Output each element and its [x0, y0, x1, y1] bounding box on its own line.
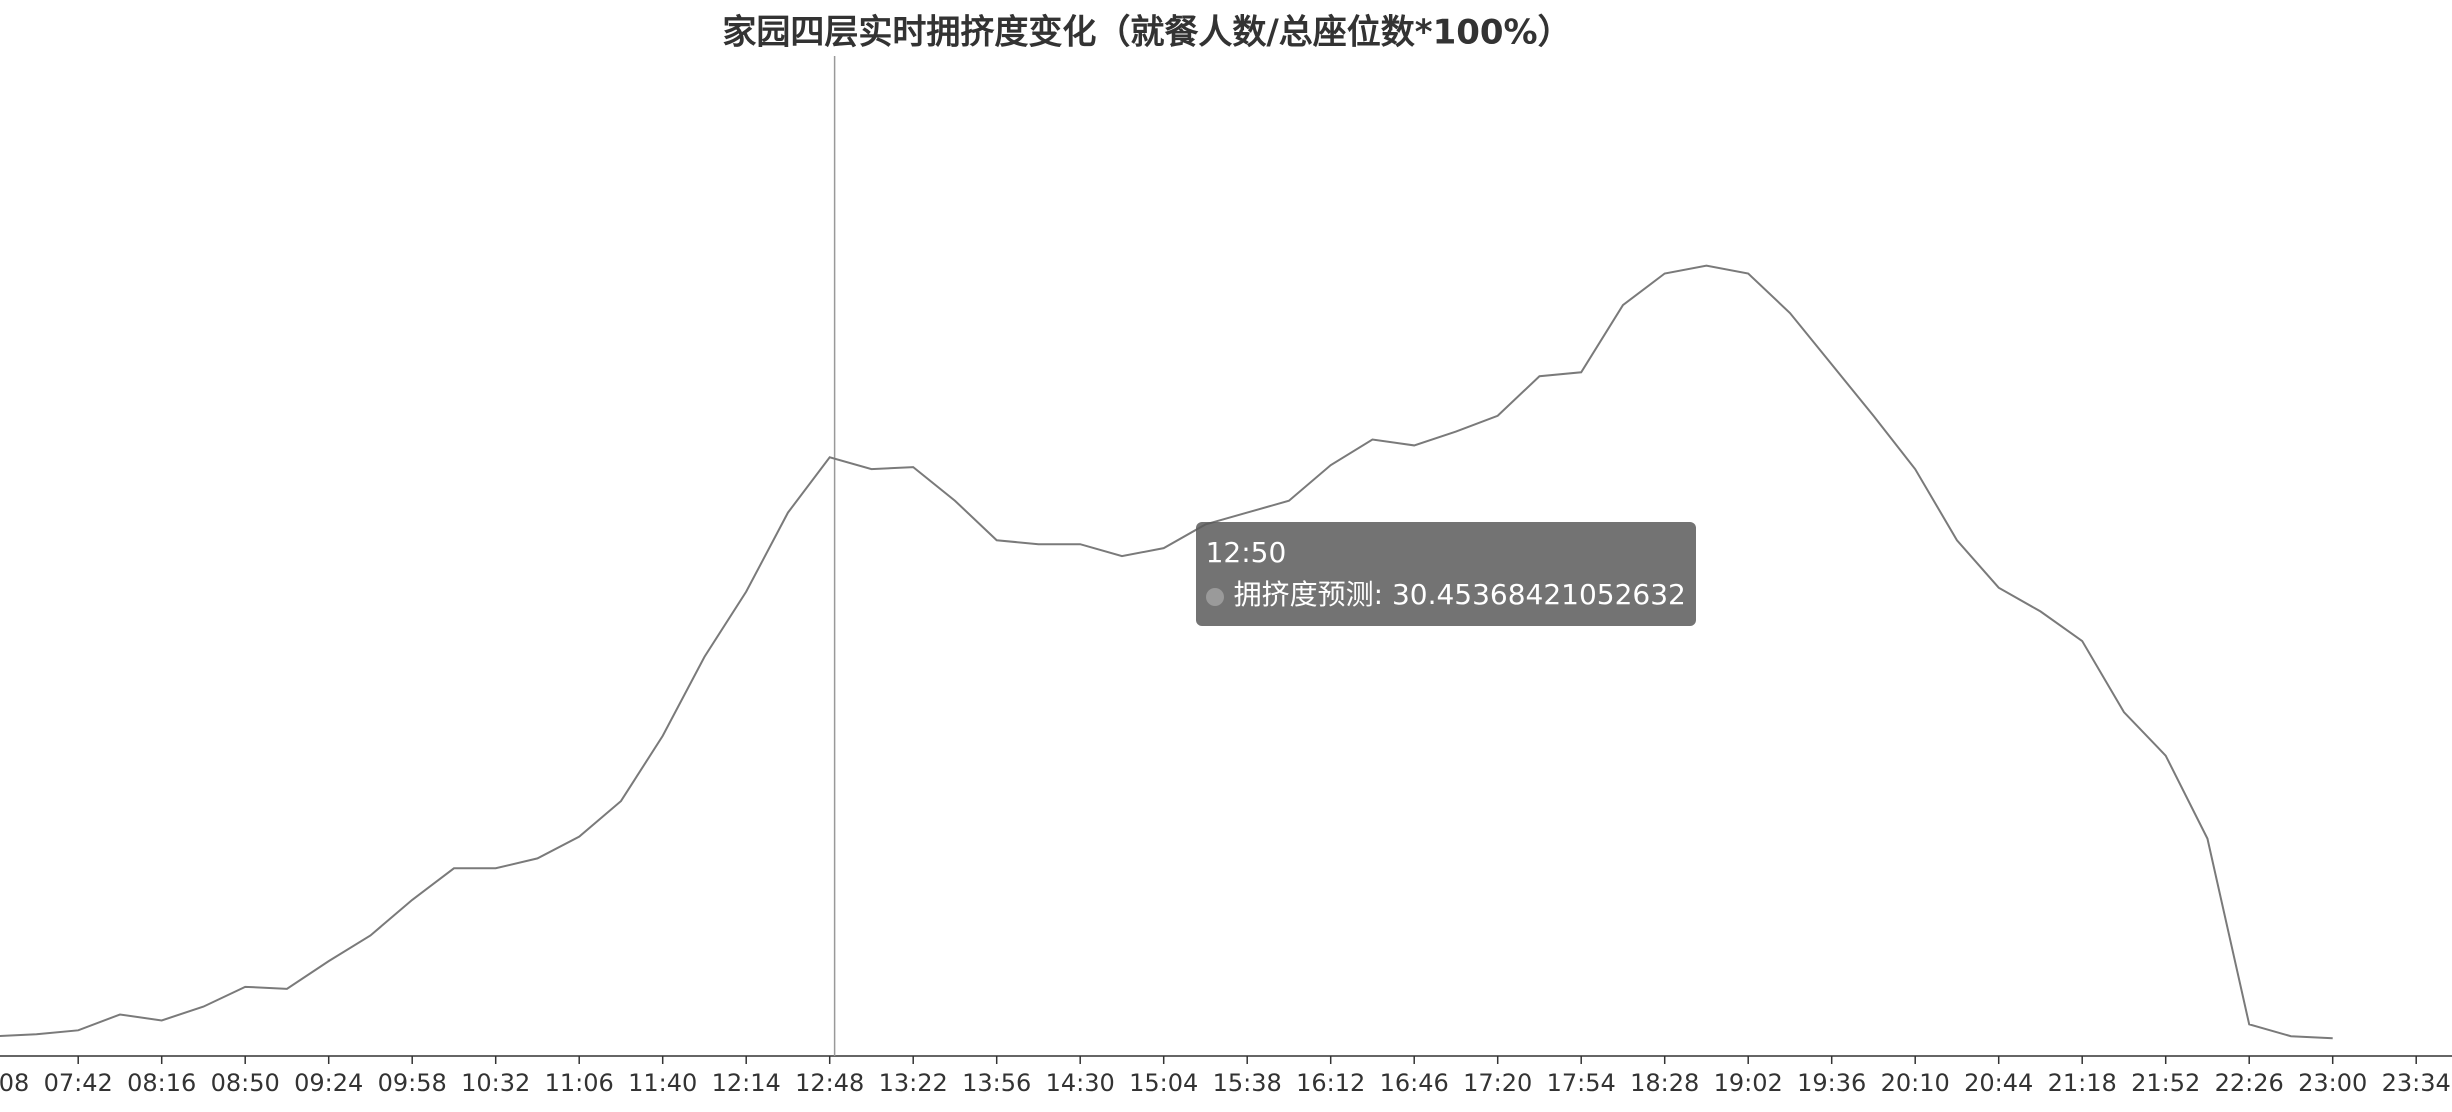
x-tick-label: 08:50: [211, 1069, 280, 1097]
x-tick-label: 13:22: [879, 1069, 948, 1097]
x-tick-label: 09:58: [378, 1069, 447, 1097]
line: [0, 264, 2333, 1040]
x-tick-label: 23:34: [2382, 1069, 2451, 1097]
x-tick-label: 17:54: [1547, 1069, 1616, 1097]
x-tick-label: 23:00: [2298, 1069, 2367, 1097]
x-tick-label: 18:28: [1630, 1069, 1699, 1097]
x-tick-label: 20:44: [1964, 1069, 2033, 1097]
x-tick-label: 09:24: [294, 1069, 363, 1097]
x-tick-label: 14:30: [1046, 1069, 1115, 1097]
x-tick-label: 16:46: [1380, 1069, 1449, 1097]
tooltip-dot: [1205, 588, 1224, 606]
x-tick-label: 16:12: [1296, 1069, 1365, 1097]
tooltip: 12:50 拥挤度预测: 30.45368421052632: [1195, 522, 1696, 626]
x-tick-label: 21:18: [2048, 1069, 2117, 1097]
x-tick-label: 07:42: [44, 1069, 113, 1097]
x-tick-label: 12:14: [712, 1069, 781, 1097]
tooltip-title: 12:50: [1205, 536, 1287, 569]
x-tick-label: 17:20: [1463, 1069, 1532, 1097]
x-tick-label: 12:48: [795, 1069, 864, 1097]
x-tick-label: 21:52: [2131, 1069, 2200, 1097]
x-tick-label: 11:40: [628, 1069, 697, 1097]
tooltip-row: 拥挤度预测: 30.45368421052632: [1205, 574, 1686, 616]
x-tick-label: 11:06: [545, 1069, 614, 1097]
x-tick-label: 19:36: [1797, 1069, 1866, 1097]
chart-title: 家园四层实时拥挤度变化（就餐人数/总座位数*100%）: [722, 13, 1571, 53]
x-tick-label: 15:38: [1213, 1069, 1282, 1097]
x-tick-label: 13:56: [962, 1069, 1031, 1097]
x-tick-label: 15:04: [1129, 1069, 1198, 1097]
x-tick-label: 07:08: [0, 1069, 29, 1097]
x-tick-label: 08:16: [127, 1069, 196, 1097]
tooltip-text: 拥挤度预测: 30.45368421052632: [1233, 578, 1686, 611]
x-tick-label: 22:26: [2215, 1069, 2284, 1097]
x-tick-label: 19:02: [1714, 1069, 1783, 1097]
x-tick-label: 10:32: [461, 1069, 530, 1097]
x-tick-label: 20:10: [1881, 1069, 1950, 1097]
